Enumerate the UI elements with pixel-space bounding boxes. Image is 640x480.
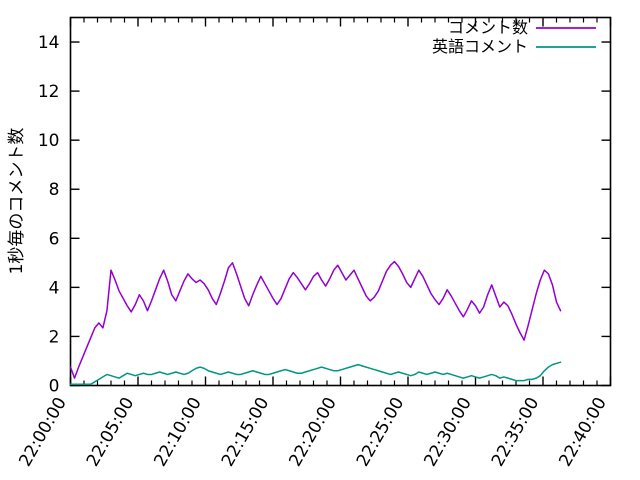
y-tick-label: 4 bbox=[49, 278, 60, 298]
series-layer bbox=[69, 260, 562, 386]
y-tick-label: 0 bbox=[49, 377, 60, 397]
series-line-1 bbox=[69, 260, 562, 379]
series-line-2 bbox=[69, 361, 562, 386]
y-tick-label: 8 bbox=[49, 180, 60, 200]
legend-label-2: 英語コメント bbox=[432, 37, 528, 56]
y-tick-label: 14 bbox=[38, 33, 60, 53]
y-axis: 0 2 4 6 8 10 12 14 bbox=[38, 33, 611, 397]
y-axis-title: 1秒毎のコメント数 bbox=[7, 128, 27, 275]
y-tick-label: 6 bbox=[49, 229, 60, 249]
legend-label-1: コメント数 bbox=[448, 18, 528, 37]
y-tick-label: 10 bbox=[38, 131, 60, 151]
y-tick-label: 12 bbox=[38, 82, 60, 102]
y-tick-label: 2 bbox=[49, 327, 60, 347]
